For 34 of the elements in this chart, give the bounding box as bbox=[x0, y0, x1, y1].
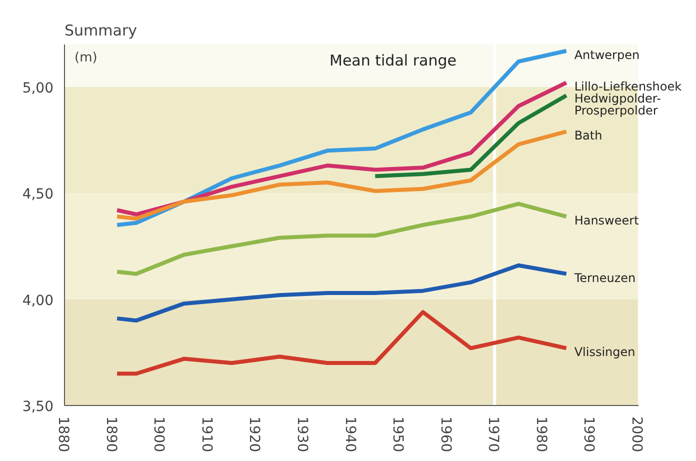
x-tick-label: 1880 bbox=[55, 416, 71, 452]
series-label: Lillo-Liefkenshoek bbox=[574, 80, 682, 94]
x-tick-label: 1960 bbox=[437, 416, 454, 452]
series-label: Vlissingen bbox=[574, 345, 636, 360]
x-tick-label: 2000 bbox=[628, 416, 645, 452]
series-label: Bath bbox=[574, 128, 602, 143]
x-tick-label: 1920 bbox=[246, 416, 262, 452]
series-label: Hansweert bbox=[574, 214, 640, 228]
line-series bbox=[115, 202, 568, 276]
y-axis-title: (m) bbox=[74, 50, 98, 66]
text: Mean tidal range bbox=[330, 52, 456, 70]
series-label: Antwerpen bbox=[574, 48, 640, 62]
x-tick-label: 1970 bbox=[485, 416, 502, 452]
y-tick-label: 3,50 bbox=[22, 399, 54, 415]
x-tick-label: 1930 bbox=[294, 416, 310, 452]
chart-title: Summary bbox=[64, 22, 138, 40]
line-series bbox=[373, 93, 568, 178]
line-series bbox=[115, 48, 568, 227]
series-label: Hedwigpolder- Prosperpolder bbox=[574, 92, 661, 118]
x-tick-label: 1940 bbox=[342, 416, 358, 452]
line-series bbox=[115, 310, 568, 376]
x-tick-label: 1980 bbox=[532, 416, 549, 452]
y-tick-label: 4,50 bbox=[22, 186, 54, 203]
x-tick-label: 1950 bbox=[390, 416, 406, 452]
x-tick-label: 1900 bbox=[150, 416, 167, 452]
x-tick-label: 1890 bbox=[102, 416, 119, 452]
y-tick-label: 5,00 bbox=[22, 80, 54, 96]
line-series bbox=[115, 130, 568, 221]
x-tick-label: 1990 bbox=[580, 416, 597, 452]
series-label: Terneuzen bbox=[573, 270, 636, 285]
y-tick-label: 4,00 bbox=[22, 292, 54, 309]
x-tick-label: 1910 bbox=[198, 416, 214, 452]
line-series bbox=[115, 80, 568, 216]
line-series bbox=[115, 263, 568, 323]
